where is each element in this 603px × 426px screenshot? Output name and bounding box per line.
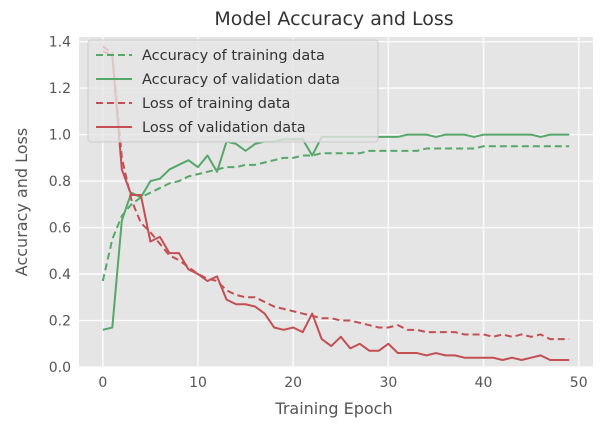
legend-box	[87, 39, 379, 143]
train-loss-line	[102, 45, 570, 341]
y-tick-label: 0.0	[49, 360, 71, 376]
x-tick-label: 0	[98, 375, 107, 391]
tick-labels: 0 10 20 30 40 50 0.0 0.2 0.4 0.6 0.8 1.0 1.2 1.4	[49, 35, 588, 391]
y-tick-label: 1.2	[49, 81, 71, 97]
legend-label-train-accuracy: Accuracy of training data	[142, 48, 325, 64]
y-tick-label: 0.2	[49, 314, 71, 330]
legend-label-val-loss: Loss of validation data	[142, 120, 306, 136]
legend-label-train-loss: Loss of training data	[142, 96, 290, 112]
val-loss-line	[102, 50, 570, 362]
x-tick-label: 30	[379, 375, 397, 391]
y-tick-label: 0.4	[49, 267, 71, 283]
legend-label-val-accuracy: Accuracy of validation data	[142, 72, 340, 88]
y-tick-label: 1.0	[49, 128, 71, 144]
train-accuracy-line	[101, 145, 570, 282]
x-tick-label: 10	[189, 375, 207, 391]
y-tick-label: 1.4	[49, 35, 71, 51]
x-axis-label: Training Epoch	[274, 399, 392, 418]
x-tick-label: 50	[570, 375, 588, 391]
chart-title: Model Accuracy and Loss	[214, 8, 453, 30]
y-axis-label: Accuracy and Loss	[12, 128, 31, 276]
legend: Accuracy of training data Accuracy of va…	[87, 39, 379, 143]
y-tick-label: 0.6	[49, 221, 71, 237]
y-tick-label: 0.8	[49, 174, 71, 190]
x-tick-label: 20	[284, 375, 302, 391]
x-tick-label: 40	[475, 375, 493, 391]
